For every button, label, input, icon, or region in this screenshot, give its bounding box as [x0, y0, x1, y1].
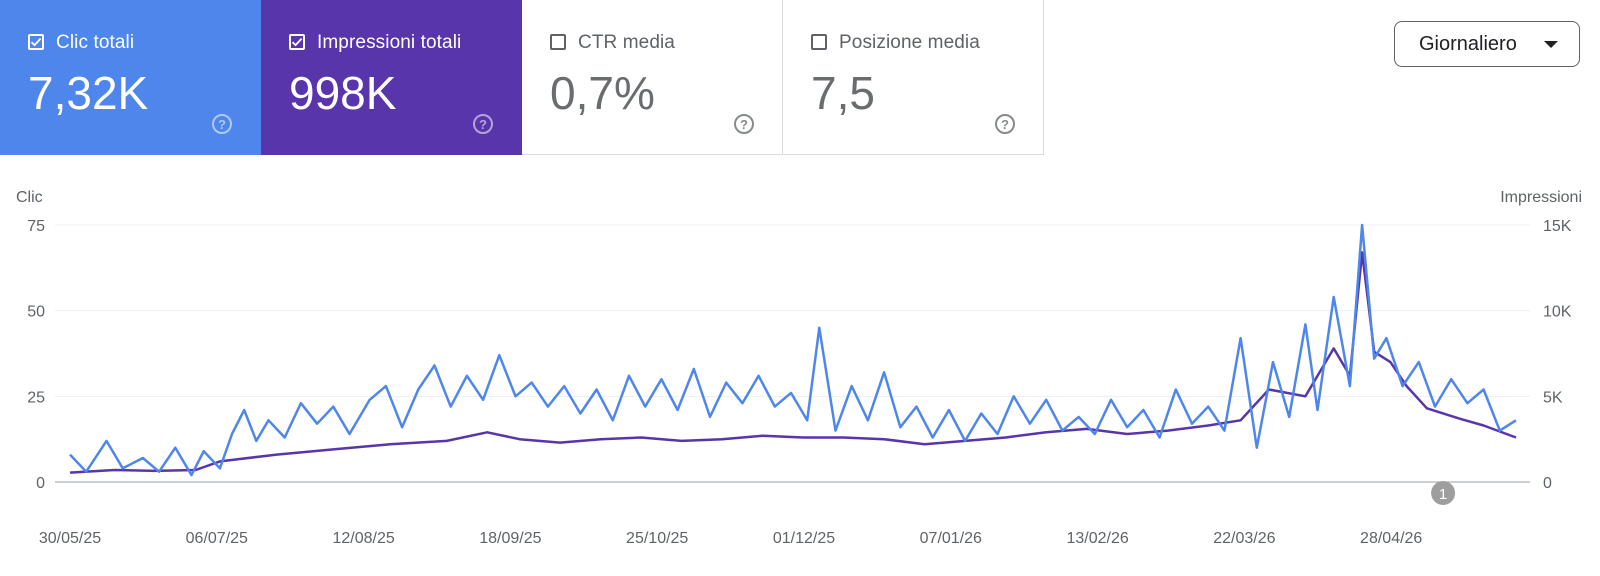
card-average-ctr[interactable]: CTR media 0,7% ?: [522, 0, 783, 155]
right-tick-label: 0: [1543, 475, 1552, 492]
right-tick-label: 5K: [1543, 389, 1563, 406]
impressions-line: [69, 251, 1517, 474]
annotation-label: 1: [1439, 486, 1447, 503]
annotation-marker: [1431, 481, 1456, 505]
left-tick-label: 50: [27, 304, 45, 321]
card-label: Impressioni totali: [317, 32, 462, 53]
card-value: 998K: [289, 67, 397, 119]
x-tick-label: 12/08/25: [332, 530, 394, 547]
card-label: Posizione media: [839, 32, 980, 53]
checkbox-checked-icon[interactable]: [28, 34, 44, 50]
x-tick-label: 06/07/25: [186, 530, 248, 547]
granularity-dropdown[interactable]: Giornaliero: [1394, 21, 1580, 67]
checkbox-unchecked-icon[interactable]: [550, 34, 566, 50]
clicks-line: [69, 223, 1517, 477]
x-tick-label: 28/04/26: [1360, 530, 1422, 547]
card-value: 0,7%: [550, 67, 655, 119]
granularity-label: Giornaliero: [1419, 33, 1517, 55]
x-tick-label: 22/03/26: [1213, 530, 1275, 547]
card-value: 7,32K: [28, 67, 149, 119]
left-axis-title: Clic: [16, 189, 43, 206]
card-value: 7,5: [811, 67, 875, 119]
card-label: Clic totali: [56, 32, 135, 53]
checkbox-unchecked-icon[interactable]: [811, 34, 827, 50]
card-total-clicks[interactable]: Clic totali 7,32K ?: [0, 0, 261, 155]
right-tick-label: 10K: [1543, 304, 1572, 321]
performance-chart: Clic Impressioni 0 25 50 75 0 5K 10K 15K 30/05/25 0…: [16, 189, 1582, 547]
checkbox-checked-icon[interactable]: [289, 34, 305, 50]
right-axis-title: Impressioni: [1500, 189, 1582, 206]
help-icon[interactable]: ?: [734, 114, 754, 134]
left-tick-label: 25: [27, 389, 45, 406]
right-tick-label: 15K: [1543, 218, 1572, 235]
card-average-position[interactable]: Posizione media 7,5 ?: [783, 0, 1044, 155]
card-label: CTR media: [578, 32, 675, 53]
x-tick-label: 13/02/26: [1066, 530, 1128, 547]
x-tick-label: 30/05/25: [39, 530, 101, 547]
x-tick-label: 01/12/25: [773, 530, 835, 547]
help-icon[interactable]: ?: [473, 114, 493, 134]
card-total-impressions[interactable]: Impressioni totali 998K ?: [261, 0, 522, 155]
metric-cards: Clic totali 7,32K ? Impressioni totali 9…: [0, 0, 1044, 155]
x-tick-label: 07/01/26: [920, 530, 982, 547]
dropdown-arrow-icon: [1544, 41, 1558, 48]
x-tick-label: 18/09/25: [479, 530, 541, 547]
left-tick-label: 75: [27, 218, 45, 235]
help-icon[interactable]: ?: [995, 114, 1015, 134]
help-icon[interactable]: ?: [212, 114, 232, 134]
left-tick-label: 0: [36, 475, 45, 492]
x-tick-label: 25/10/25: [626, 530, 688, 547]
